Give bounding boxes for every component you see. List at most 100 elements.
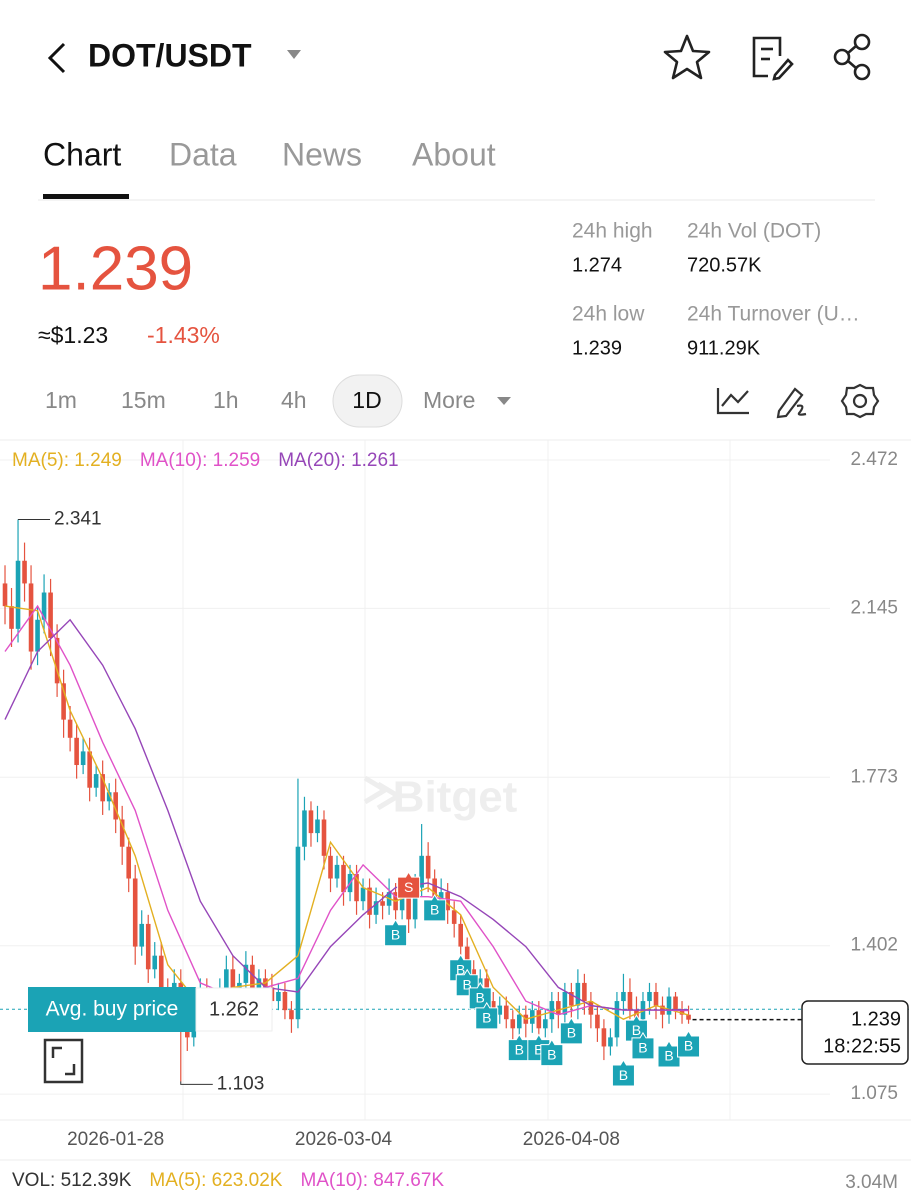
volume-label: MA(5): 623.02K bbox=[149, 1170, 282, 1191]
interval-active[interactable]: 1D bbox=[352, 387, 381, 413]
candle-body bbox=[328, 855, 333, 879]
interval[interactable]: 1h bbox=[213, 387, 239, 413]
candle-body bbox=[562, 991, 568, 1015]
notes-icon[interactable] bbox=[752, 36, 794, 81]
tab[interactable]: News bbox=[282, 136, 362, 172]
candle-body bbox=[686, 1014, 691, 1020]
trade-marker bbox=[611, 1059, 635, 1087]
candle-body bbox=[588, 1001, 594, 1015]
stat-value: 720.57K bbox=[687, 254, 762, 276]
candle-body bbox=[432, 878, 437, 902]
fullscreen-icon[interactable] bbox=[43, 1038, 84, 1084]
interval[interactable]: 1m bbox=[45, 387, 77, 413]
candle-body bbox=[321, 819, 327, 856]
indicator-icon[interactable] bbox=[716, 388, 749, 415]
tab-active[interactable]: Chart bbox=[43, 136, 121, 172]
trade-marker bbox=[475, 1001, 499, 1030]
candle-body bbox=[145, 923, 151, 970]
low-label: 1.103 bbox=[217, 1073, 265, 1094]
interval[interactable]: 4h bbox=[281, 387, 307, 413]
candle-body bbox=[595, 1014, 600, 1029]
candle-body bbox=[250, 964, 255, 992]
low-leader bbox=[180, 1081, 213, 1085]
candle-body bbox=[35, 619, 40, 652]
candle-body bbox=[152, 955, 158, 970]
avg-buy-label: Avg. buy price bbox=[46, 998, 179, 1021]
pair-title[interactable]: DOT/USDT bbox=[88, 37, 252, 73]
candle-body bbox=[543, 1019, 548, 1029]
candle-body bbox=[614, 1001, 620, 1038]
candle-body bbox=[569, 991, 574, 1006]
stat-value: 911.29K bbox=[687, 337, 761, 359]
more-dropdown[interactable] bbox=[497, 397, 511, 405]
candle-body bbox=[9, 606, 14, 629]
avg-buy-value-box bbox=[195, 987, 273, 1032]
ma-line bbox=[4, 618, 689, 1011]
candle-body bbox=[367, 887, 372, 915]
tab-underline bbox=[43, 194, 129, 199]
candle-body bbox=[54, 637, 60, 684]
interval-more[interactable]: More bbox=[423, 387, 475, 413]
candle-body bbox=[126, 846, 131, 879]
trade-marker-label: B bbox=[534, 1041, 543, 1057]
candle-body bbox=[458, 923, 463, 947]
trade-marker-label: B bbox=[463, 976, 472, 992]
tab[interactable]: Data bbox=[169, 136, 237, 172]
volume-label: MA(10): 847.67K bbox=[300, 1170, 444, 1191]
trade-marker bbox=[397, 871, 421, 899]
x-tick-label: 2026-03-04 bbox=[295, 1129, 393, 1150]
candle-body bbox=[315, 819, 320, 834]
candle-body bbox=[516, 1014, 522, 1029]
interval-active-pill[interactable] bbox=[332, 374, 403, 428]
candle-body bbox=[536, 1010, 542, 1029]
candle-body bbox=[282, 991, 288, 1011]
trade-marker-label: B bbox=[515, 1041, 524, 1057]
trade-marker-label: B bbox=[567, 1025, 576, 1041]
back-button[interactable] bbox=[47, 42, 66, 74]
candle-body bbox=[243, 964, 249, 983]
candle-body bbox=[451, 910, 457, 924]
candle-body bbox=[510, 1019, 516, 1029]
trade-marker-label: B bbox=[547, 1046, 556, 1062]
candle-body bbox=[582, 982, 587, 1002]
stat-label: 24h low bbox=[572, 303, 645, 326]
stat-label: 24h high bbox=[572, 220, 653, 243]
trade-marker bbox=[559, 1016, 583, 1045]
candle-body bbox=[627, 991, 633, 1011]
trade-marker-label: B bbox=[632, 1022, 641, 1038]
interval[interactable]: 15m bbox=[121, 387, 166, 413]
trade-marker-label: B bbox=[456, 961, 465, 977]
stat-label: 24h Vol (DOT) bbox=[687, 220, 821, 243]
candle-body bbox=[230, 969, 236, 997]
current-price: 1.239 bbox=[851, 1008, 901, 1030]
candle-body bbox=[406, 896, 411, 920]
candle-body bbox=[412, 887, 418, 920]
candle-body bbox=[419, 855, 424, 888]
candle-body bbox=[224, 969, 229, 992]
candle-body bbox=[15, 560, 21, 629]
candle-body bbox=[276, 991, 281, 1002]
favorite-icon[interactable] bbox=[663, 34, 711, 80]
high-label: 2.341 bbox=[54, 508, 102, 529]
trade-marker bbox=[423, 893, 447, 922]
candle-body bbox=[113, 792, 118, 820]
candle-body bbox=[445, 892, 450, 911]
trade-marker-label: B bbox=[482, 1010, 491, 1026]
candle-body bbox=[464, 946, 470, 970]
volume-axis-label: 3.04M bbox=[845, 1172, 898, 1193]
candle-body bbox=[289, 1010, 294, 1020]
trade-marker bbox=[507, 1033, 531, 1062]
candle-body bbox=[497, 1005, 503, 1015]
tab[interactable]: About bbox=[412, 136, 496, 172]
candle-body bbox=[139, 923, 145, 947]
candle-body bbox=[549, 1001, 555, 1020]
settings-icon[interactable] bbox=[840, 383, 880, 419]
watermark: Bitget bbox=[393, 773, 518, 822]
pair-dropdown[interactable] bbox=[287, 50, 301, 59]
candle-body bbox=[556, 1001, 561, 1015]
share-icon[interactable] bbox=[833, 33, 871, 81]
draw-icon[interactable] bbox=[776, 387, 807, 419]
candle-body bbox=[67, 719, 73, 738]
candle-body bbox=[425, 855, 431, 879]
trade-marker bbox=[468, 981, 492, 1010]
